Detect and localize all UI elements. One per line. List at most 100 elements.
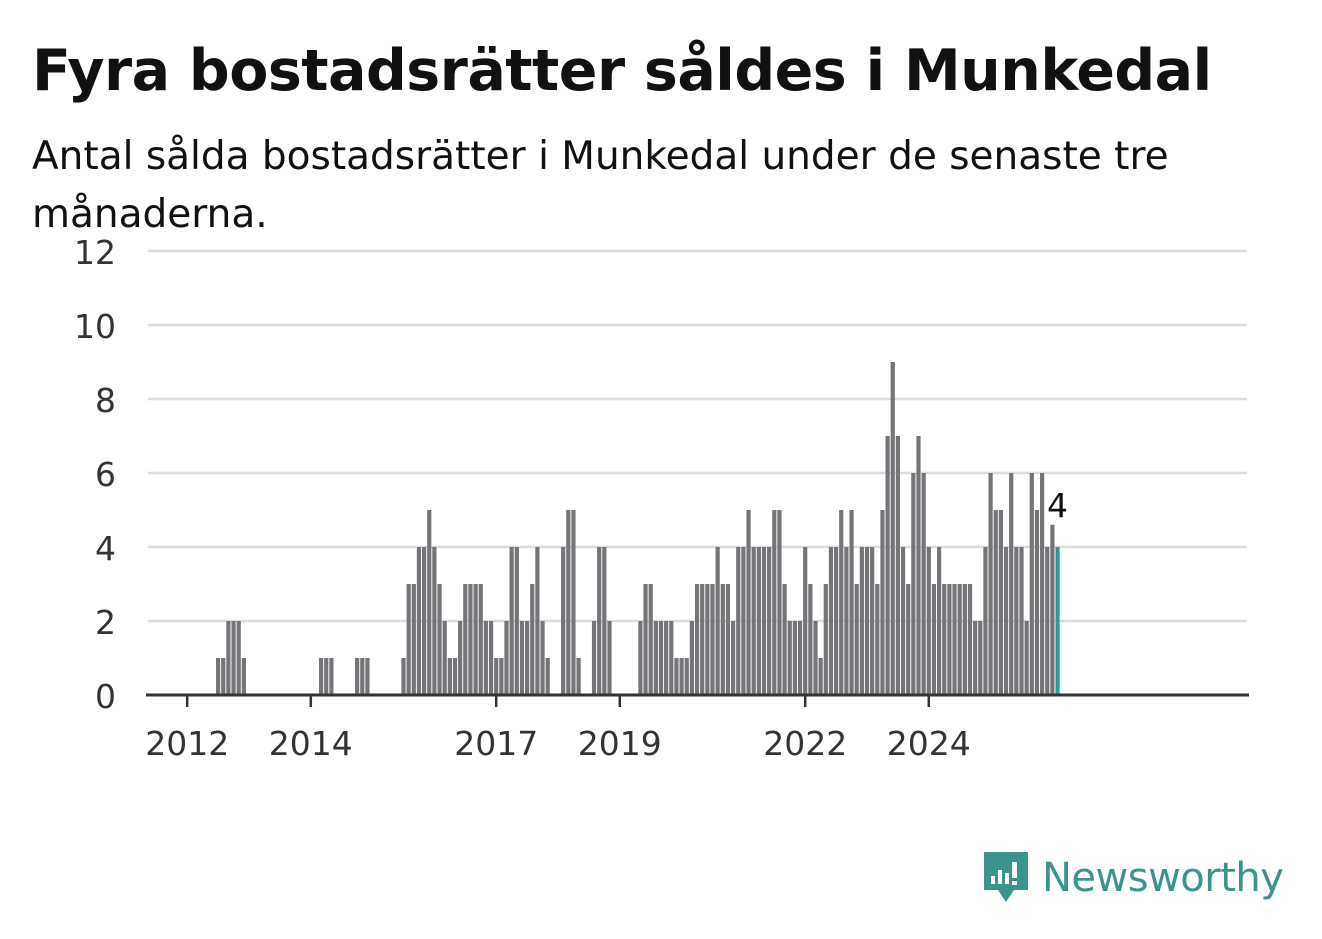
bar-chart: 0 2 4 6 8 10 12 2012 2014 2017 2019 2022 2024 4	[74, 233, 1249, 763]
y-tick-label: 2	[95, 603, 116, 642]
bar	[653, 621, 658, 695]
bar	[458, 621, 463, 695]
bar	[689, 621, 694, 695]
bar	[694, 584, 700, 695]
bar	[365, 658, 370, 695]
bar	[437, 584, 442, 695]
bar	[864, 547, 870, 695]
y-tick-label: 10	[74, 307, 116, 346]
bar	[664, 621, 669, 695]
bar	[911, 473, 916, 695]
bar	[792, 621, 797, 695]
bar	[1003, 547, 1009, 695]
bar	[1009, 473, 1014, 695]
bar	[998, 510, 1003, 695]
bar	[463, 584, 468, 695]
y-tick-label: 0	[95, 677, 116, 716]
bar	[674, 658, 679, 695]
newsworthy-brand-name: Newsworthy	[1042, 855, 1284, 901]
bar	[643, 584, 648, 695]
bar	[746, 510, 751, 695]
x-tick-label: 2014	[269, 724, 353, 763]
bar	[571, 510, 576, 695]
bar	[916, 436, 921, 695]
bar	[427, 510, 432, 695]
bar	[447, 658, 452, 695]
bar	[993, 510, 998, 695]
bar	[797, 621, 803, 695]
x-tick-label: 2012	[145, 724, 229, 763]
bar	[942, 584, 947, 695]
newsworthy-logo-icon	[984, 852, 1028, 902]
gridlines	[148, 249, 1247, 623]
bar	[962, 584, 967, 695]
bar	[859, 547, 864, 695]
bar	[360, 658, 365, 695]
bar	[1050, 524, 1055, 695]
bar	[499, 658, 504, 695]
bar	[1045, 547, 1050, 695]
bar	[731, 621, 736, 695]
bar	[844, 547, 849, 695]
bar-latest	[1055, 547, 1060, 695]
bar	[1014, 547, 1019, 695]
bar	[725, 584, 731, 695]
bar	[355, 658, 360, 695]
x-tick-label: 2022	[763, 724, 847, 763]
bar	[921, 473, 926, 695]
bar	[988, 473, 993, 695]
bar	[880, 510, 885, 695]
bar	[591, 621, 597, 695]
bar	[983, 547, 988, 695]
bar	[947, 584, 952, 695]
bar	[1029, 473, 1034, 695]
bar	[967, 584, 973, 695]
bar	[931, 584, 937, 695]
bar	[756, 547, 761, 695]
bar	[895, 436, 900, 695]
bar	[777, 510, 782, 695]
bar	[741, 547, 746, 695]
bar	[483, 621, 488, 695]
bar	[535, 547, 540, 695]
bar	[411, 584, 416, 695]
bar	[530, 584, 535, 695]
bar	[509, 547, 514, 695]
bar	[329, 658, 334, 695]
bar	[808, 584, 813, 695]
bar	[241, 658, 246, 695]
bars	[216, 362, 1060, 695]
bar	[849, 510, 854, 695]
newsworthy-logo: Newsworthy	[980, 848, 1284, 908]
bar	[422, 547, 427, 695]
bar	[736, 547, 741, 695]
bar	[705, 584, 710, 695]
bar	[787, 621, 792, 695]
x-tick-label: 2024	[887, 724, 971, 763]
bar	[973, 621, 978, 695]
bar	[782, 584, 787, 695]
y-tick-label: 6	[95, 455, 116, 494]
bar	[473, 584, 478, 695]
bar	[854, 584, 859, 695]
bar	[875, 584, 880, 695]
bar	[823, 584, 828, 695]
bar	[772, 510, 777, 695]
bar	[236, 621, 241, 695]
bar	[514, 547, 519, 695]
bar	[710, 584, 715, 695]
bar	[890, 362, 895, 695]
y-tick-label: 12	[74, 233, 116, 272]
bar	[504, 621, 509, 695]
bar	[761, 547, 767, 695]
bar	[834, 547, 839, 695]
y-tick-label: 8	[95, 381, 116, 420]
bar	[452, 658, 458, 695]
bar	[658, 621, 664, 695]
bar	[957, 584, 962, 695]
bar	[231, 621, 236, 695]
bar	[432, 547, 437, 695]
bar	[566, 510, 571, 695]
bar	[638, 621, 643, 695]
bar	[751, 547, 756, 695]
